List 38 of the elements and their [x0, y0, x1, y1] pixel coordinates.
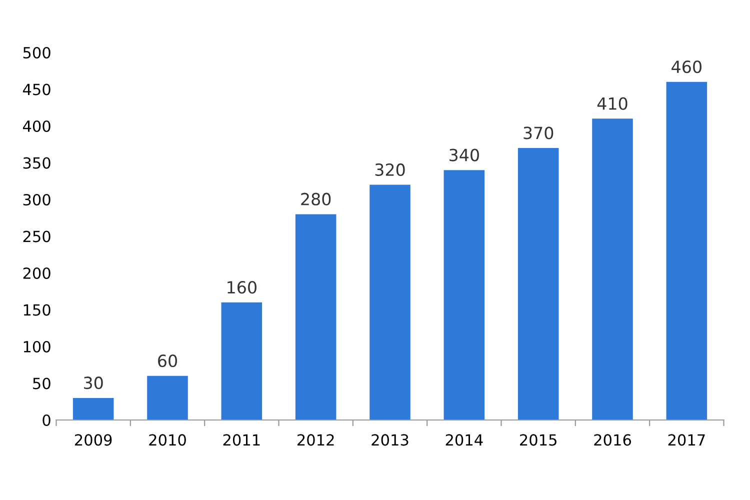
y-tick-label: 300: [23, 194, 50, 206]
bar: [666, 82, 708, 420]
y-tick-label: 0: [42, 414, 50, 426]
y-tick-label: 400: [22, 120, 50, 132]
bar: [518, 148, 559, 420]
y-tick-label: 250: [23, 230, 50, 242]
x-tick-label: 2009: [75, 434, 112, 446]
x-tick-label: 2010: [149, 434, 186, 446]
bar: [592, 118, 633, 420]
x-tick-label: 2011: [223, 434, 260, 446]
y-tick-label: 200: [23, 267, 50, 280]
y-tick-label: 100: [24, 340, 50, 353]
y-tick-label: 50: [33, 378, 50, 390]
data-label: 320: [375, 163, 405, 176]
bar: [295, 214, 336, 420]
data-label: 60: [158, 354, 177, 368]
x-tick-label: 2016: [594, 434, 631, 446]
bar: [370, 184, 410, 420]
x-tick-label: 2015: [520, 434, 556, 446]
data-label: 160: [228, 281, 256, 294]
y-tick-label: 350: [23, 157, 50, 169]
data-label: 340: [450, 148, 479, 162]
x-tick-label: 2012: [298, 434, 334, 446]
bar: [221, 302, 262, 420]
bar: [72, 398, 114, 420]
x-tick-label: 2013: [372, 434, 408, 446]
data-label: 280: [301, 192, 331, 206]
bar: [444, 170, 485, 420]
data-label: 370: [524, 126, 554, 140]
y-tick-label: 450: [22, 84, 50, 96]
data-label: 410: [597, 97, 628, 110]
data-label: 30: [84, 376, 103, 390]
y-tick-label: 500: [23, 46, 50, 59]
x-tick-label: 2014: [446, 434, 483, 446]
y-tick-label: 150: [24, 304, 50, 316]
bar: [147, 376, 188, 420]
data-label: 460: [672, 60, 702, 74]
x-tick-label: 2017: [668, 434, 705, 446]
